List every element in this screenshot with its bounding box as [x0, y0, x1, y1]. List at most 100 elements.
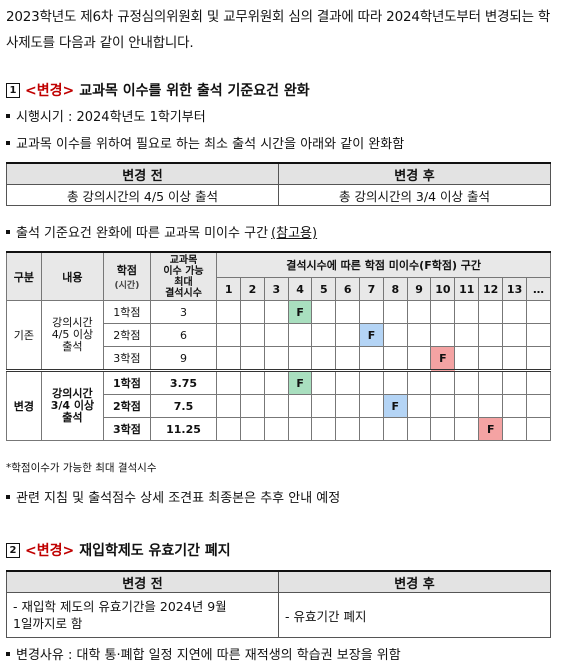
grid-col-header: 3 — [263, 277, 289, 301]
section1-compare-table: 변경 전 변경 후 총 강의시간의 4/5 이상 출석 총 강의시간의 3/4 … — [6, 162, 551, 206]
grid-cell — [240, 300, 265, 324]
grid-cell — [406, 394, 432, 418]
grid-cell — [526, 369, 551, 395]
section1-bullet-1: 시행시기 : 2024학년도 1학기부터 — [6, 106, 206, 125]
grid-group-type: 기존 — [6, 300, 42, 371]
section1-tag: <변경> — [25, 83, 75, 99]
grid-cell — [240, 369, 265, 395]
grid-col-header: … — [526, 277, 551, 301]
grid-cell — [502, 323, 528, 347]
grid-row: 2학점 6 F — [7, 323, 551, 347]
grid-cell — [454, 394, 480, 418]
grid-credit: 2학점 — [103, 394, 151, 418]
grid-cell — [263, 323, 289, 347]
grid-credit: 1학점 — [103, 300, 151, 324]
grid-cell — [311, 300, 337, 324]
grid-max-absence: 7.5 — [149, 394, 218, 418]
grid-cell — [454, 346, 480, 371]
grid-cell-f-mark: F — [382, 394, 408, 418]
grid-cell — [502, 346, 528, 371]
section1-title: 1 <변경> 교과목 이수를 위한 출석 기준요건 완화 — [6, 80, 310, 100]
grid-cell — [382, 300, 408, 324]
grid-header-range: 결석시수에 따른 학점 미이수(F학점) 구간 — [216, 251, 551, 278]
grid-cell — [216, 394, 242, 418]
grid-cell — [359, 346, 384, 371]
section2-title: 2 <변경> 재입학제도 유효기간 폐지 — [6, 540, 231, 560]
grid-row: 3학점 11.25 F — [7, 417, 551, 441]
grid-cell-f-mark: F — [287, 369, 313, 395]
grid-cell — [335, 323, 361, 347]
grid-cell — [454, 323, 480, 347]
grid-header-type: 구분 — [6, 251, 42, 301]
section2-tag: <변경> — [25, 543, 75, 559]
grid-cell — [287, 323, 313, 347]
grid-cell — [216, 323, 242, 347]
grid-cell — [454, 300, 480, 324]
grid-cell — [263, 369, 289, 395]
grid-cell — [430, 394, 456, 418]
footnote: *학점이수가 가능한 최대 결석시수 — [6, 462, 157, 474]
grid-cell — [526, 417, 551, 441]
section2-compare-table: 변경 전 변경 후 - 재입학 제도의 유효기간을 2024년 9월 1일까지로… — [6, 570, 551, 638]
grid-cell — [287, 394, 313, 418]
grid-group-type: 변경 — [6, 369, 42, 441]
compare-before-header: 변경 전 — [6, 162, 279, 185]
grid-cell-f-mark: F — [478, 417, 504, 441]
section1-heading: 교과목 이수를 위한 출석 기준요건 완화 — [79, 83, 310, 99]
compare2-after-header: 변경 후 — [278, 570, 551, 593]
section1-bullet-2: 교과목 이수를 위하여 필요로 하는 최소 출석 시간을 아래와 같이 완화함 — [6, 133, 404, 152]
grid-cell — [359, 369, 384, 395]
grid-cell — [311, 417, 337, 441]
grid-cell-f-mark: F — [359, 323, 384, 347]
grid-row: 기존 강의시간 4/5 이상 출석 1학점 3 F — [6, 300, 551, 371]
grid-cell — [359, 300, 384, 324]
grid-cell — [216, 417, 242, 441]
grid-credit: 2학점 — [103, 323, 151, 347]
grid-cell — [311, 394, 337, 418]
absence-grid-table: 구분 내용 학점 (시간) 교과목 이수 가능 최대 결석시수 결석시수에 따른 … — [6, 251, 551, 441]
grid-header-max-absence: 교과목 이수 가능 최대 결석시수 — [149, 251, 218, 301]
grid-cell — [382, 417, 408, 441]
grid-cell — [240, 323, 265, 347]
grid-cell — [406, 369, 432, 395]
grid-cell — [311, 323, 337, 347]
grid-group-content: 강의시간 3/4 이상 출석 — [40, 369, 105, 441]
grid-credit: 3학점 — [103, 346, 151, 371]
grid-cell — [406, 346, 432, 371]
section2-heading: 재입학제도 유효기간 폐지 — [79, 543, 231, 559]
grid-cell-f-mark: F — [287, 300, 313, 324]
grid-credit: 1학점 — [103, 369, 151, 395]
compare2-before-header: 변경 전 — [6, 570, 279, 593]
grid-group-content: 강의시간 4/5 이상 출석 — [40, 300, 105, 371]
grid-cell — [502, 417, 528, 441]
compare2-after-value: - 유효기간 폐지 — [278, 592, 551, 638]
grid-cell — [287, 346, 313, 371]
grid-cell — [216, 369, 242, 395]
grid-cell — [240, 417, 265, 441]
grid-col-header: 8 — [382, 277, 408, 301]
grid-cell — [359, 394, 384, 418]
section1-number: 1 — [6, 82, 20, 98]
grid-cell — [382, 323, 408, 347]
grid-cell — [311, 369, 337, 395]
grid-cell — [406, 417, 432, 441]
section2-reason: 변경사유 : 대학 통·폐합 일정 지연에 따른 재적생의 학습권 보장을 위함 — [6, 644, 401, 663]
intro-text: 2023학년도 제6차 규정심의위원회 및 교무위원회 심의 결과에 따라 20… — [6, 9, 551, 51]
grid-col-header: 2 — [240, 277, 265, 301]
grid-cell — [335, 346, 361, 371]
grid-cell — [216, 346, 242, 371]
grid-cell — [454, 417, 480, 441]
grid-col-header: 12 — [478, 277, 504, 301]
compare2-before-value: - 재입학 제도의 유효기간을 2024년 9월 1일까지로 함 — [6, 592, 279, 638]
grid-cell — [335, 417, 361, 441]
grid-cell — [216, 300, 242, 324]
grid-cell — [430, 323, 456, 347]
grid-cell — [335, 300, 361, 324]
grid-max-absence: 3 — [149, 300, 218, 324]
grid-cell — [526, 323, 551, 347]
grid-cell — [359, 417, 384, 441]
grid-col-header: 10 — [430, 277, 456, 301]
grid-cell — [526, 300, 551, 324]
grid-max-absence: 9 — [149, 346, 218, 371]
grid-cell — [526, 394, 551, 418]
